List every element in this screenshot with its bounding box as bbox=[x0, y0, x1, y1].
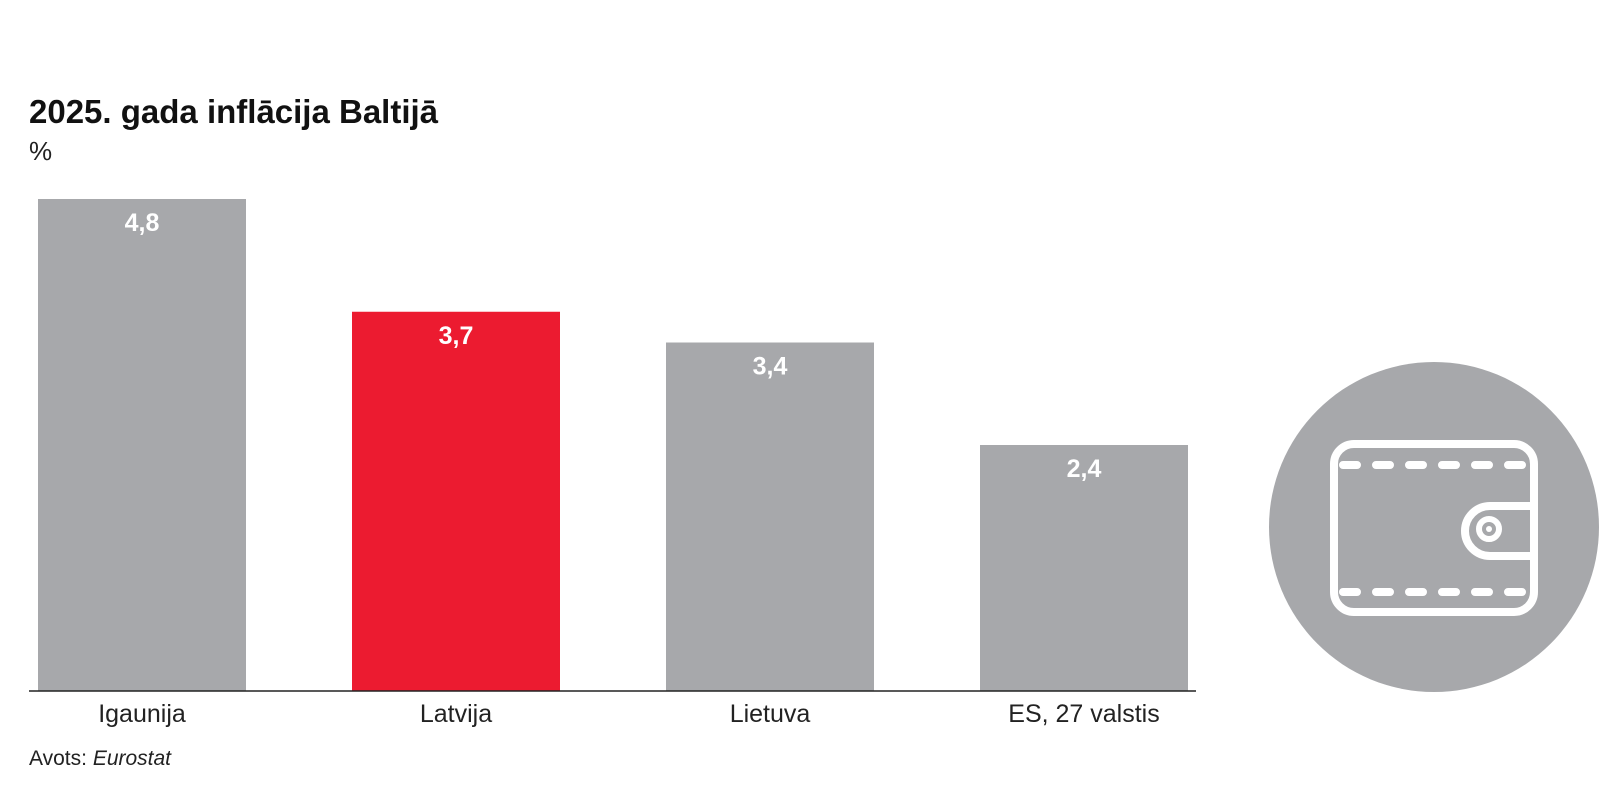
illustration-circle bbox=[1269, 362, 1599, 692]
source-note: Avots: Eurostat bbox=[29, 747, 172, 770]
category-label-3: ES, 27 valstis bbox=[1008, 700, 1159, 728]
bars: 4,8 Igaunija 3,7 Latvija 3,4 Lietuva 2,4 ES, 27… bbox=[38, 199, 1188, 728]
y-axis-unit: % bbox=[29, 136, 52, 166]
bar-0 bbox=[38, 199, 246, 691]
bar-2 bbox=[666, 342, 874, 691]
category-label-2: Lietuva bbox=[730, 700, 811, 728]
bar-value-label-1: 3,7 bbox=[439, 322, 474, 350]
wallet-icon bbox=[1330, 440, 1538, 616]
category-label-1: Latvija bbox=[420, 700, 492, 728]
bar-value-label-3: 2,4 bbox=[1067, 455, 1102, 483]
bar-3 bbox=[980, 445, 1188, 691]
category-label-0: Igaunija bbox=[98, 700, 186, 728]
bar-value-label-0: 4,8 bbox=[125, 209, 160, 237]
bar-1 bbox=[352, 311, 560, 691]
source-prefix: Avots: bbox=[29, 747, 93, 770]
chart-title: 2025. gada inflācija Baltijā bbox=[29, 93, 439, 130]
wallet-illustration bbox=[1269, 362, 1599, 692]
bar-value-label-2: 3,4 bbox=[753, 353, 788, 381]
source-name: Eurostat bbox=[93, 747, 172, 770]
